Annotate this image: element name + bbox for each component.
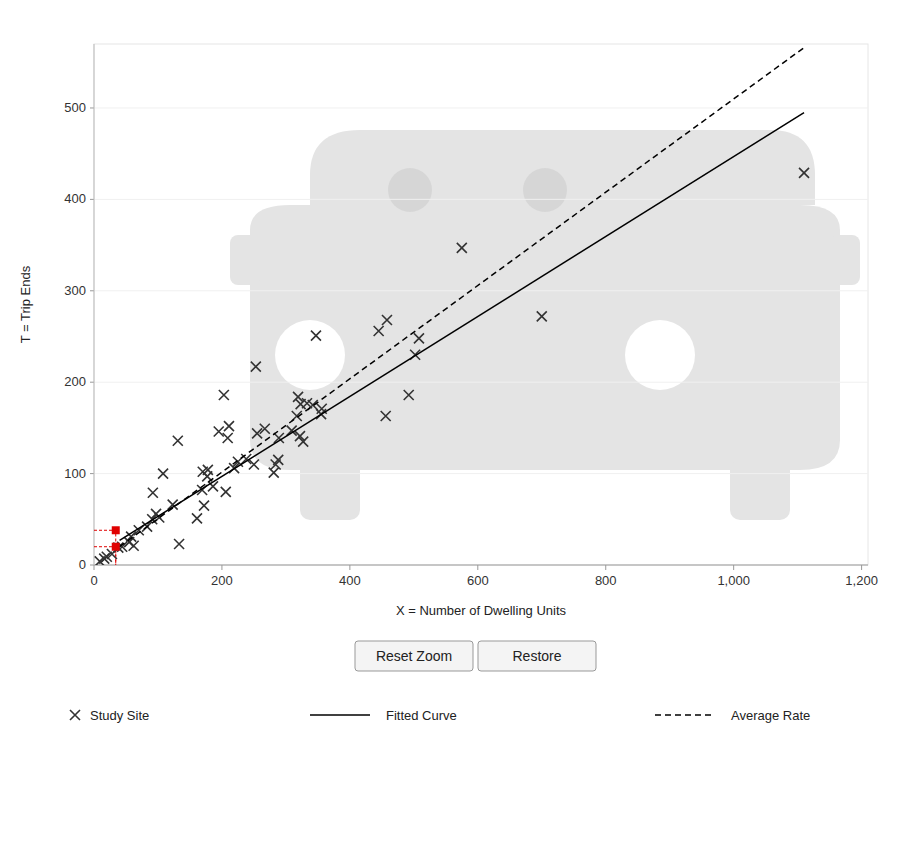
study-site-point xyxy=(293,392,303,402)
study-site-point xyxy=(799,168,809,178)
legend-swatch xyxy=(310,714,370,716)
series-line xyxy=(120,48,804,547)
x-tick-label: 1,000 xyxy=(717,573,750,588)
button-frame[interactable] xyxy=(355,641,473,671)
button-frame[interactable] xyxy=(478,641,596,671)
button[interactable]: Restore xyxy=(478,641,596,671)
x-axis-title: X = Number of Dwelling Units xyxy=(396,603,567,618)
watermark-head xyxy=(388,168,432,212)
x-tick xyxy=(605,565,606,570)
x-tick-label: 1,200 xyxy=(845,573,878,588)
study-site-point xyxy=(249,459,259,469)
grid-line xyxy=(94,290,868,291)
plot-frame xyxy=(94,44,868,565)
y-tick-label: 500 xyxy=(64,100,86,115)
study-site-point xyxy=(251,362,261,372)
y-tick xyxy=(90,565,94,566)
y-axis xyxy=(94,44,95,565)
watermark-wheel xyxy=(300,460,360,520)
study-site-point xyxy=(221,487,231,497)
study-site-point xyxy=(148,488,158,498)
y-tick xyxy=(90,382,94,383)
button-label[interactable]: Restore xyxy=(512,648,561,664)
study-site-point xyxy=(537,311,547,321)
study-site-point xyxy=(381,411,391,421)
watermark-light xyxy=(625,320,695,390)
button-label[interactable]: Reset Zoom xyxy=(376,648,452,664)
study-site-point xyxy=(260,424,270,434)
y-tick xyxy=(90,107,94,108)
study-site-point xyxy=(173,436,183,446)
study-site-point xyxy=(223,433,233,443)
study-site-point xyxy=(404,390,414,400)
watermark-body xyxy=(250,205,840,470)
watermark-mirror xyxy=(230,235,260,285)
study-site-point xyxy=(311,331,321,341)
watermark-mirror xyxy=(830,235,860,285)
study-site-point xyxy=(214,427,224,437)
series-line xyxy=(120,113,804,541)
x-tick xyxy=(94,565,95,570)
y-tick xyxy=(90,473,94,474)
study-site-point xyxy=(224,421,234,431)
x-tick-label: 800 xyxy=(595,573,617,588)
study-site-point xyxy=(457,243,467,253)
x-tick xyxy=(861,565,862,570)
y-tick-label: 200 xyxy=(64,374,86,389)
study-site-point xyxy=(199,501,209,511)
study-site-point xyxy=(174,539,184,549)
legend-label: Fitted Curve xyxy=(386,708,457,723)
legend: Study Site Fitted Curve Average Rate xyxy=(70,708,810,723)
y-tick-label: 0 xyxy=(79,557,86,572)
legend-swatch xyxy=(655,714,715,716)
chart: 0 100 200 300 400 500 0 200 400 600 800 1,000 1,200 X… xyxy=(0,0,898,849)
x-tick-label: 400 xyxy=(339,573,361,588)
x-tick xyxy=(733,565,734,570)
button[interactable]: Reset Zoom xyxy=(355,641,473,671)
legend-label: Average Rate xyxy=(731,708,810,723)
watermark xyxy=(230,130,860,520)
highlight-point xyxy=(112,543,120,551)
study-site-point xyxy=(414,333,424,343)
x-tick-label: 0 xyxy=(90,573,97,588)
y-tick-label: 300 xyxy=(64,283,86,298)
y-tick-label: 400 xyxy=(64,191,86,206)
y-axis-title: T = Trip Ends xyxy=(18,265,33,343)
study-site-point xyxy=(129,541,139,551)
watermark-head xyxy=(523,168,567,212)
legend-label: Study Site xyxy=(90,708,149,723)
study-site-point xyxy=(382,315,392,325)
study-site-point xyxy=(158,469,168,479)
study-site-point xyxy=(273,455,283,465)
study-site-point xyxy=(295,431,305,441)
study-site-point xyxy=(374,326,384,336)
x-tick xyxy=(477,565,478,570)
x-axis xyxy=(94,565,868,566)
watermark-wheel xyxy=(730,460,790,520)
watermark-light xyxy=(275,320,345,390)
study-site-point xyxy=(203,465,213,475)
y-tick xyxy=(90,199,94,200)
study-site-point xyxy=(269,468,279,478)
x-tick-label: 600 xyxy=(467,573,489,588)
grid-line xyxy=(94,199,868,200)
x-tick xyxy=(221,565,222,570)
study-site-point xyxy=(219,390,229,400)
legend-swatch xyxy=(70,710,80,720)
grid-line xyxy=(94,382,868,383)
study-site-point xyxy=(192,513,202,523)
grid-line xyxy=(94,107,868,108)
x-tick xyxy=(349,565,350,570)
study-site-point xyxy=(298,437,308,447)
y-tick xyxy=(90,290,94,291)
highlight-point xyxy=(112,526,120,534)
x-tick-label: 200 xyxy=(211,573,233,588)
data-layer xyxy=(94,48,809,565)
y-tick-label: 100 xyxy=(64,466,86,481)
study-site-point xyxy=(208,481,218,491)
